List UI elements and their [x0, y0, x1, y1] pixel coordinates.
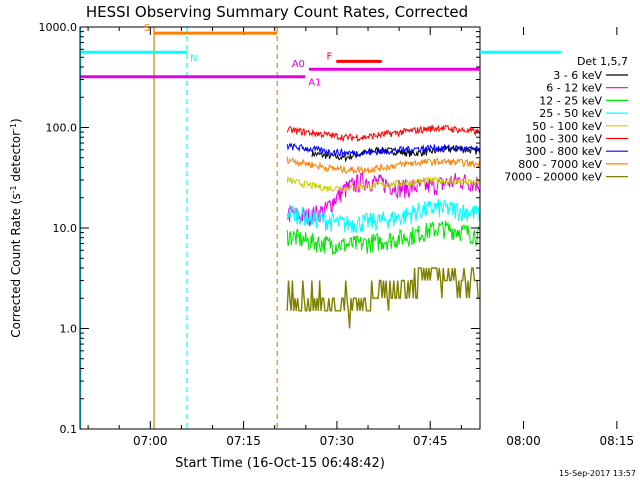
y-tick-label-4: 1000.0 [39, 21, 78, 34]
series-line-5 [286, 124, 480, 143]
series-line-2 [286, 220, 480, 256]
y-tick-label-1: 1.0 [60, 323, 78, 336]
legend-label-1: 6 - 12 keV [546, 82, 602, 95]
y-tick-label-3: 100.0 [46, 122, 78, 135]
x-tick-label-5: 08:15 [600, 434, 635, 448]
x-tick-label-4: 08:00 [506, 434, 541, 448]
y-tick-label-2: 10.0 [53, 222, 78, 235]
series-line-8 [286, 267, 480, 329]
plot-frame [79, 26, 481, 430]
series-line-3 [286, 199, 480, 234]
footer-timestamp: 15-Sep-2017 13:57 [559, 469, 636, 478]
x-tick-label-2: 07:30 [320, 434, 355, 448]
legend-label-7: 800 - 7000 keV [518, 158, 602, 171]
x-tick-label-3: 07:45 [413, 434, 448, 448]
legend-label-0: 3 - 6 keV [553, 69, 602, 82]
flag-label-F: F [327, 51, 333, 62]
chart-title: HESSI Observing Summary Count Rates, Cor… [86, 3, 468, 21]
flag-label-S: S [144, 23, 150, 34]
series-line-4 [286, 175, 480, 193]
series-line-7 [286, 156, 480, 175]
flag-label-A0: A0 [292, 59, 305, 70]
legend-label-8: 7000 - 20000 keV [504, 171, 602, 184]
series-line-6 [286, 142, 480, 158]
legend-label-2: 12 - 25 keV [539, 94, 602, 107]
y-axis-label: Corrected Count Rate (s-1 detector-1) [9, 118, 24, 337]
flag-label-N: N [190, 53, 197, 64]
legend-title: Det 1,5,7 [577, 55, 628, 68]
legend-label-4: 50 - 100 keV [532, 120, 602, 133]
x-tick-label-0: 07:00 [133, 434, 168, 448]
x-axis-label: Start Time (16-Oct-15 06:48:42) [175, 456, 385, 471]
legend-label-3: 25 - 50 keV [539, 107, 602, 120]
legend-label-5: 100 - 300 keV [525, 133, 602, 146]
flag-label-A1: A1 [308, 78, 321, 89]
x-tick-label-1: 07:15 [226, 434, 261, 448]
series-line-1 [286, 172, 480, 227]
series-line-0 [311, 144, 480, 163]
y-tick-label-0: 0.1 [60, 423, 78, 436]
legend-label-6: 300 - 800 keV [525, 145, 602, 158]
